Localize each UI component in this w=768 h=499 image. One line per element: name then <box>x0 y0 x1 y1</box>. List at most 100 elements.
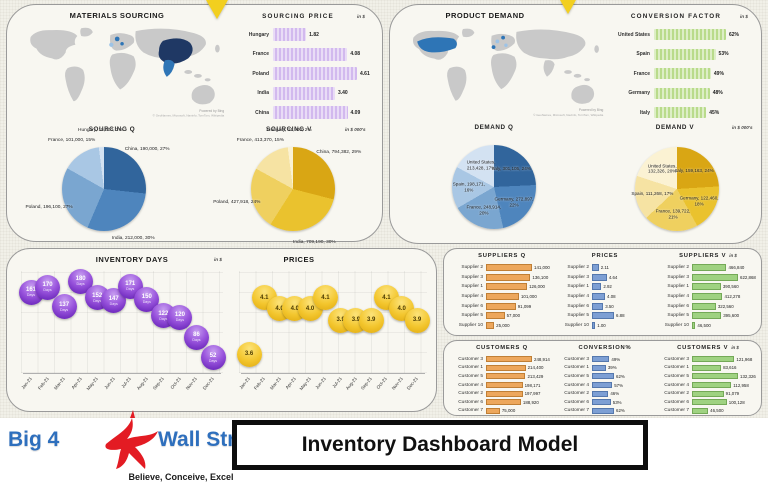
bar <box>486 364 526 371</box>
supplier-prices-title: PRICES <box>591 253 619 259</box>
bar <box>486 382 523 389</box>
row-value: 101,000 <box>520 294 537 300</box>
row-value: 622,868 <box>740 274 756 280</box>
bar-value-label: 1.82 <box>309 31 319 38</box>
table-row: Supplier 5 395,600 <box>656 311 760 321</box>
table-row: Supplier 6 91,099 <box>450 301 554 311</box>
row-label: Supplier 4 <box>667 294 689 300</box>
pie-slice-label: China, 794,382, 29% <box>316 150 362 156</box>
customers-q-chart: Customer 3 248,914 Customer 1 214,400 Custom… <box>450 355 554 415</box>
dashboard-title-box: Inventory Dashboard Model <box>232 420 648 470</box>
bar <box>273 86 335 100</box>
table-row: Supplier 2 141,000 <box>450 263 554 273</box>
bar-category-label: Italy <box>639 109 650 116</box>
bar <box>692 390 724 397</box>
row-value: 57,000 <box>506 313 521 319</box>
row-label: Customer 7 <box>458 408 483 414</box>
table-row: Customer 2 197,997 <box>450 389 554 398</box>
map-highlight-italy <box>504 43 508 47</box>
bubble-value: 4.1 <box>260 294 269 301</box>
row-label: Supplier 3 <box>567 274 589 280</box>
bar-row: China 4.09 <box>237 103 381 123</box>
row-value: 466,840 <box>728 265 745 271</box>
customers-q-title: CUSTOMERS Q <box>476 345 528 351</box>
pie-slice-label: France, 413,370, 15% <box>236 138 284 144</box>
row-label: Customer 2 <box>664 391 689 397</box>
suppliers-q-title: SUPPLIERS Q <box>478 253 526 259</box>
suppliers-panel: SUPPLIERS Q Supplier 2 141,000 Supplier 3 1… <box>443 248 762 336</box>
bar <box>592 302 604 310</box>
sourcing-v-pie: China, 794,382, 29% India, 709,190, 30% Po… <box>213 128 361 245</box>
bar <box>692 382 732 389</box>
bubble-sub: Days <box>109 301 118 306</box>
bubble: 170 Days <box>35 274 61 300</box>
pie-slice-label: India, 212,000, 30% <box>111 236 155 242</box>
bubble-sub: Days <box>26 293 36 298</box>
sourcing-price-unit: in $ <box>357 14 365 19</box>
table-row: Customer 5 213,429 <box>450 372 554 381</box>
demand-v-unit: in $ 000's <box>732 125 753 130</box>
bar <box>486 407 500 414</box>
row-value: 57% <box>614 382 624 388</box>
table-row: Customer 3 248,914 <box>450 355 554 364</box>
bar <box>592 382 613 389</box>
table-row: Customer 7 62% <box>556 407 654 416</box>
bar-value-label: 53% <box>718 51 729 58</box>
row-value: 213,429 <box>527 373 544 379</box>
customers-v-unit: in $ <box>731 345 739 350</box>
row-label: Supplier 4 <box>567 294 589 300</box>
bubble-value: 161 <box>25 287 36 294</box>
bubble: 137 Days <box>51 294 77 320</box>
bubble-sub: Days <box>76 281 85 286</box>
bar <box>592 399 611 406</box>
supplier-prices-column: PRICES Supplier 2 2.11 Supplier 3 4.64 Suppl… <box>556 253 654 333</box>
table-row: Customer 1 214,400 <box>450 364 554 373</box>
bar <box>692 364 722 371</box>
x-axis <box>23 373 221 374</box>
table-row: Supplier 4 412,278 <box>656 292 760 302</box>
pie-slice-label: Poland, 196,100, 27% <box>25 204 73 210</box>
row-label: Customer 2 <box>458 391 483 397</box>
bar-category-label: Spain <box>636 51 650 58</box>
bar <box>692 302 716 310</box>
sourcing-q-title: SOURCING Q <box>88 126 136 133</box>
row-label: Customer 1 <box>458 365 483 371</box>
table-row: Customer 2 46% <box>556 389 654 398</box>
bubble-sub: Days <box>126 287 135 292</box>
bar <box>654 29 726 41</box>
bar <box>486 293 519 301</box>
row-value: 39% <box>607 365 617 371</box>
row-value: 141,000 <box>534 265 550 271</box>
pie <box>635 147 719 231</box>
demand-v-title: DEMAND V <box>655 124 695 131</box>
row-label: Customer 1 <box>664 365 689 371</box>
bar <box>486 373 526 380</box>
bar-category-label: United States <box>618 31 650 38</box>
row-value: 62% <box>616 408 625 414</box>
sourcing-price-title: SOURCING PRICE <box>262 13 334 20</box>
bubble-sub: Days <box>175 317 184 322</box>
bar <box>486 273 531 281</box>
table-row: Customer 1 39% <box>556 364 654 373</box>
bubble-value: 86 <box>193 332 200 339</box>
prices-trend-chart: 3.6 Jan-21 4.1 Feb-21 4.0 Mar-21 4.0 Apr-21 4.0 M… <box>233 265 433 407</box>
row-label: Customer 3 <box>458 356 483 362</box>
sourcing-v-unit: in $ 000's <box>345 127 366 132</box>
conversion-pct-column: CONVERSION% Customer 3 49% Customer 1 39% Cu… <box>556 345 654 425</box>
bubble-value: 180 <box>75 275 86 282</box>
bubble: 4.1 <box>312 285 338 311</box>
bubble: 3.9 <box>404 307 430 333</box>
table-row: Supplier 5 6.88 <box>556 311 654 321</box>
table-row: Customer 7 75,000 <box>450 407 554 416</box>
customers-v-chart: Customer 3 121,968 Customer 1 83,616 Custome… <box>656 355 760 415</box>
row-value: 6.88 <box>616 313 625 319</box>
table-row: Customer 7 46,500 <box>656 407 760 416</box>
bubble-value: 137 <box>59 301 70 308</box>
table-row: Supplier 10 46,500 <box>656 321 760 331</box>
pie-slice-label: India, 709,190, 30% <box>293 239 336 245</box>
row-label: Customer 3 <box>564 356 589 362</box>
table-row: Supplier 10 1.00 <box>556 321 654 331</box>
bubble-sub: Days <box>59 307 69 312</box>
bubble-value: 150 <box>141 293 152 300</box>
